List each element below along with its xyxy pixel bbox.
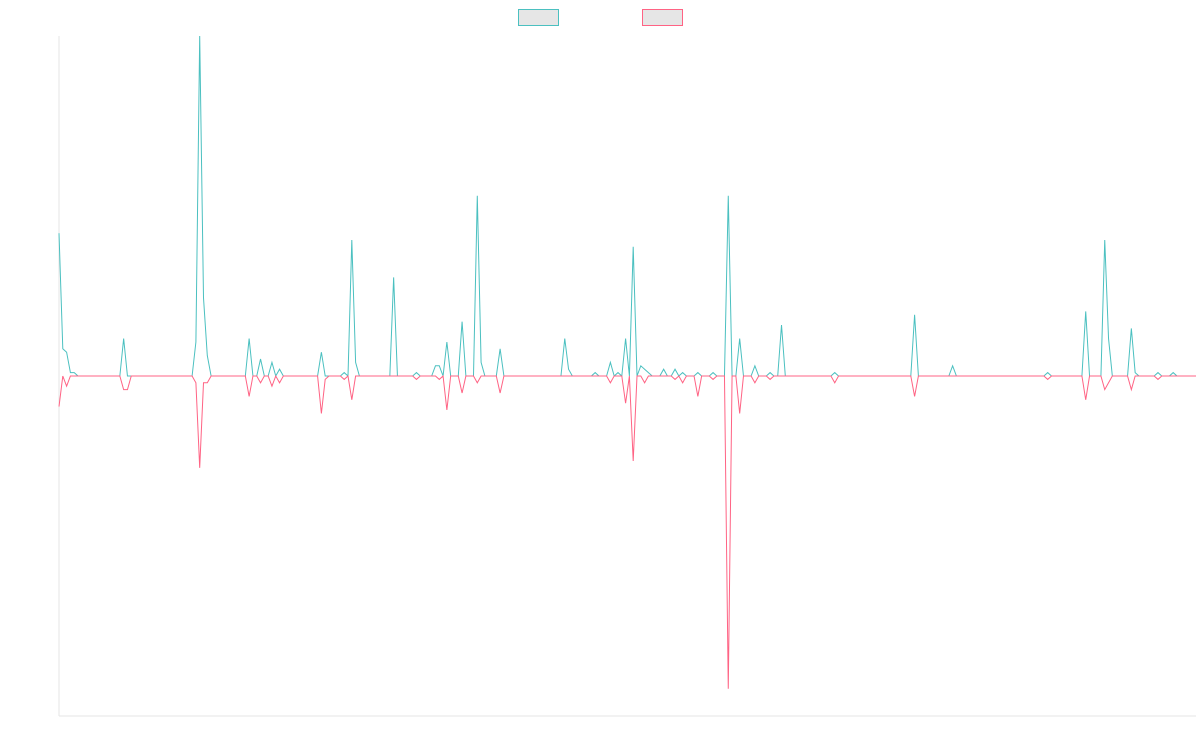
legend-swatch-2[interactable] (642, 9, 683, 26)
legend-item-2[interactable] (642, 9, 683, 26)
series-line-1 (58, 35, 1196, 378)
axes (58, 36, 1196, 717)
legend (518, 9, 683, 26)
series-layer (58, 35, 1196, 689)
legend-swatch-1[interactable] (518, 9, 559, 26)
legend-item-1[interactable] (518, 9, 559, 26)
series-line-2 (58, 374, 1196, 689)
